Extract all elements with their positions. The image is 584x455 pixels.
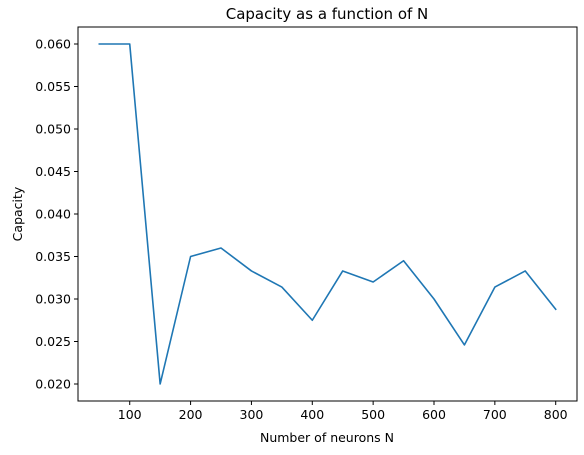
series-line	[98, 43, 557, 385]
data-point	[311, 319, 313, 321]
data-point	[464, 344, 466, 346]
chart-title: Capacity as a function of N	[226, 5, 429, 23]
x-tick-label: 300	[240, 407, 264, 422]
x-axis-ticks: 100 200 300 400 500 600 700 800	[118, 401, 568, 422]
data-point	[98, 43, 100, 45]
y-tick-label: 0.030	[35, 292, 71, 307]
data-point	[220, 247, 222, 249]
data-point	[342, 270, 344, 272]
data-point	[159, 383, 161, 385]
data-point	[281, 286, 283, 288]
x-tick-label: 700	[483, 407, 507, 422]
x-axis-label: Number of neurons N	[260, 430, 394, 445]
data-point	[251, 270, 253, 272]
data-point	[403, 260, 405, 262]
x-tick-label: 100	[118, 407, 142, 422]
x-tick-label: 200	[179, 407, 203, 422]
y-tick-label: 0.040	[35, 207, 71, 222]
data-point	[129, 43, 131, 45]
data-point	[494, 286, 496, 288]
x-tick-label: 400	[300, 407, 324, 422]
x-tick-label: 800	[544, 407, 568, 422]
y-tick-label: 0.025	[35, 334, 71, 349]
x-tick-label: 500	[361, 407, 385, 422]
y-tick-label: 0.045	[35, 164, 71, 179]
series-layer	[98, 43, 557, 385]
y-tick-label: 0.050	[35, 122, 71, 137]
data-point	[372, 281, 374, 283]
data-point	[433, 298, 435, 300]
x-tick-label: 600	[422, 407, 446, 422]
y-tick-label: 0.020	[35, 377, 71, 392]
data-point	[190, 256, 192, 258]
data-point	[524, 270, 526, 272]
plot-frame	[77, 26, 578, 402]
y-axis-ticks: 0.020 0.025 0.030 0.035 0.040 0.045 0.050 0.055…	[35, 37, 78, 392]
y-tick-label: 0.055	[35, 79, 71, 94]
y-axis-label: Capacity	[10, 186, 25, 241]
y-tick-label: 0.060	[35, 37, 71, 52]
data-point	[555, 308, 557, 310]
y-tick-label: 0.035	[35, 249, 71, 264]
